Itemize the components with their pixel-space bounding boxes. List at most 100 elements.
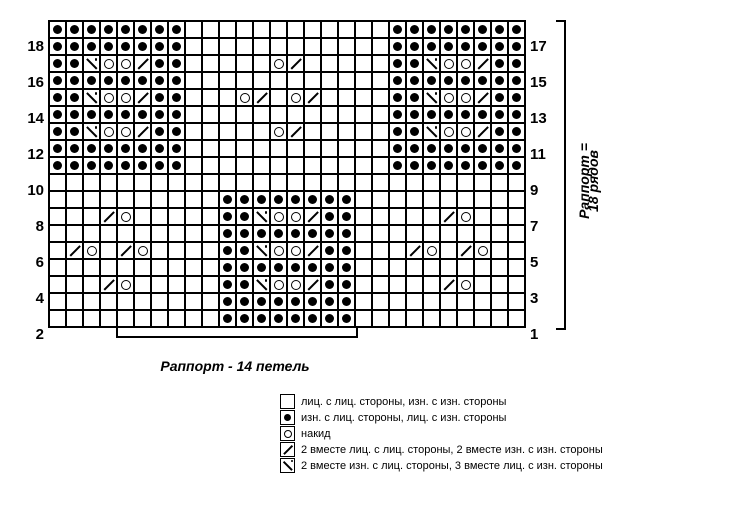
chart-cell [457,89,474,106]
chart-cell [457,310,474,327]
chart-cell [168,21,185,38]
chart-cell [236,191,253,208]
chart-cell [66,174,83,191]
left-row-label [20,128,44,146]
chart-cell [338,38,355,55]
chart-cell [491,191,508,208]
chart-cell [236,174,253,191]
chart-cell [151,174,168,191]
chart-cell [236,55,253,72]
chart-cell [304,225,321,242]
chart-cell [253,157,270,174]
chart-cell [287,55,304,72]
chart-cell [134,225,151,242]
chart-cell [338,106,355,123]
chart-cell [49,72,66,89]
chart-row [49,242,525,259]
chart-cell [508,208,525,225]
chart-cell [355,72,372,89]
chart-cell [49,21,66,38]
chart-cell [168,259,185,276]
chart-cell [253,259,270,276]
chart-cell [304,140,321,157]
chart-cell [219,140,236,157]
chart-cell [338,89,355,106]
chart-cell [423,157,440,174]
chart-cell [338,72,355,89]
chart-cell [219,293,236,310]
chart-cell [83,174,100,191]
chart-cell [474,208,491,225]
chart-cell [338,174,355,191]
chart-cell [287,293,304,310]
chart-cell [304,21,321,38]
chart-cell [338,242,355,259]
chart-cell [236,293,253,310]
chart-cell [304,55,321,72]
chart-cell [202,225,219,242]
chart-cell [236,140,253,157]
right-row-label: 17 [530,38,554,56]
chart-cell [134,123,151,140]
right-row-label: 7 [530,218,554,236]
chart-cell [66,310,83,327]
chart-cell [202,72,219,89]
chart-cell [287,140,304,157]
chart-cell [338,276,355,293]
chart-cell [83,310,100,327]
chart-cell [406,123,423,140]
chart-cell [440,89,457,106]
chart-cell [389,276,406,293]
chart-cell [474,293,491,310]
chart-cell [457,72,474,89]
chart-cell [83,276,100,293]
chart-cell [457,276,474,293]
chart-cell [185,174,202,191]
chart-cell [100,208,117,225]
chart-cell [100,225,117,242]
chart-cell [457,225,474,242]
chart-cell [219,276,236,293]
chart-cell [168,191,185,208]
chart-row [49,21,525,38]
chart-cell [440,21,457,38]
chart-cell [83,123,100,140]
chart-cell [66,259,83,276]
chart-cell [100,174,117,191]
chart-cell [134,21,151,38]
chart-cell [508,242,525,259]
chart-cell [219,21,236,38]
chart-cell [151,310,168,327]
right-row-label [530,272,554,290]
col-rapport-bracket [116,328,358,338]
chart-cell [100,157,117,174]
chart-cell [83,21,100,38]
chart-cell [117,157,134,174]
chart-cell [253,191,270,208]
chart-cell [83,106,100,123]
chart-cell [491,225,508,242]
chart-cell [134,106,151,123]
chart-cell [304,106,321,123]
chart-cell [49,293,66,310]
chart-cell [202,140,219,157]
chart-cell [423,276,440,293]
chart-row [49,157,525,174]
chart-cell [287,225,304,242]
left-row-label [20,236,44,254]
chart-cell [474,259,491,276]
chart-cell [423,259,440,276]
chart-cell [474,21,491,38]
chart-row [49,208,525,225]
chart-cell [66,89,83,106]
right-row-label: 15 [530,74,554,92]
chart-cell [474,157,491,174]
chart-cell [100,106,117,123]
chart-cell [49,259,66,276]
chart-cell [406,72,423,89]
chart-cell [49,276,66,293]
right-row-label: 9 [530,182,554,200]
chart-cell [236,72,253,89]
chart-cell [168,89,185,106]
chart-cell [219,89,236,106]
